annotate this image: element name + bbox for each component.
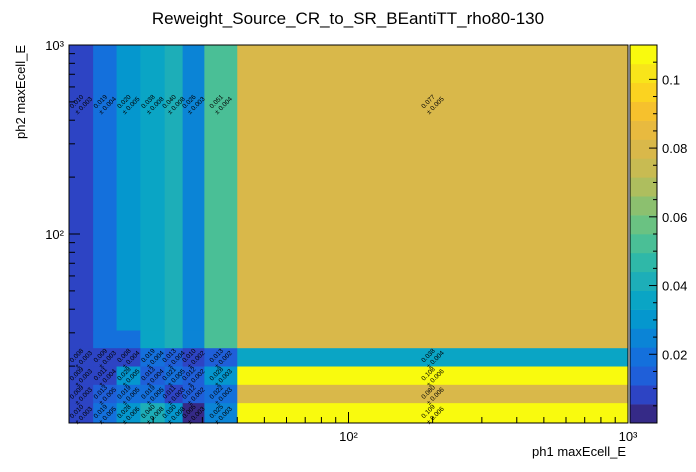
heatmap-cell xyxy=(237,347,629,367)
color-scale-bin xyxy=(630,196,657,216)
heatmap-cells xyxy=(69,45,629,424)
heatmap-cell xyxy=(164,402,184,424)
heatmap-cell xyxy=(164,366,184,385)
color-scale-label: 0.08 xyxy=(662,141,687,156)
color-scale-bin xyxy=(630,63,657,84)
color-scale-bin xyxy=(630,45,657,65)
heatmap-cell xyxy=(69,384,94,404)
heatmap-cell xyxy=(204,402,238,424)
y-axis: 10² 10³ xyxy=(45,38,80,367)
heatmap-cell xyxy=(182,330,205,349)
heatmap-cell xyxy=(116,366,141,385)
heatmap-cell xyxy=(182,366,205,385)
heatmap-cell xyxy=(237,402,629,424)
heatmap-cell xyxy=(93,402,117,424)
heatmap-cell xyxy=(204,347,238,367)
color-scale-bin xyxy=(630,158,657,178)
heatmap-cell xyxy=(204,330,238,349)
heatmap-cell xyxy=(69,366,94,385)
color-scale-label: 0.02 xyxy=(662,347,687,362)
color-scale-bin xyxy=(630,215,657,235)
color-scale-bin xyxy=(630,252,657,273)
color-scale: 0.02 0.04 0.06 0.08 0.1 xyxy=(629,44,687,424)
heatmap-cell xyxy=(164,347,184,367)
heatmap-cell xyxy=(69,347,94,367)
heatmap-cell xyxy=(116,330,141,349)
chart-title: Reweight_Source_CR_to_SR_BEantiTT_rho80-… xyxy=(152,9,544,28)
color-scale-bin xyxy=(630,404,657,424)
heatmap-cell xyxy=(204,384,238,404)
color-scale-bin xyxy=(630,177,657,197)
heatmap-cell xyxy=(140,366,166,385)
color-scale-bin xyxy=(630,366,657,386)
color-scale-bin xyxy=(630,309,657,329)
heatmap-cell xyxy=(237,45,629,331)
color-scale-bin xyxy=(630,347,657,367)
heatmap-cell xyxy=(69,45,94,331)
heatmap-cell xyxy=(182,402,205,424)
heatmap-cell xyxy=(204,366,238,385)
heatmap-cell xyxy=(93,347,117,367)
color-scale-label: 0.04 xyxy=(662,279,687,294)
color-scale-bin xyxy=(630,385,657,405)
heatmap-cell xyxy=(164,45,184,331)
heatmap-cell xyxy=(116,402,141,424)
color-scale-bin xyxy=(630,290,657,310)
heatmap-cell xyxy=(93,384,117,404)
x-tick-label: 10² xyxy=(339,429,358,444)
y-tick-label: 10³ xyxy=(45,38,64,53)
heatmap-cell xyxy=(93,45,117,331)
heatmap-cell xyxy=(69,402,94,424)
color-scale-bin xyxy=(630,328,657,348)
heatmap-cell xyxy=(140,384,166,404)
heatmap-cell xyxy=(116,347,141,367)
heatmap-cell xyxy=(140,45,166,331)
color-scale-bin xyxy=(630,234,657,254)
heatmap-cell xyxy=(116,384,141,404)
heatmap-cell xyxy=(93,366,117,385)
heatmap-cell xyxy=(93,330,117,349)
heatmap-cell xyxy=(182,384,205,404)
heatmap-cell xyxy=(140,330,166,349)
heatmap-cell xyxy=(204,45,238,331)
heatmap-cell xyxy=(116,45,141,331)
x-axis-label: ph1 maxEcell_E xyxy=(532,444,626,459)
heatmap-cell xyxy=(237,330,629,349)
x-tick-label: 10³ xyxy=(619,429,638,444)
color-scale-label: 0.06 xyxy=(662,210,687,225)
color-scale-label: 0.1 xyxy=(662,72,680,87)
heatmap-cell xyxy=(69,330,94,349)
y-axis-label: ph2 maxEcell_E xyxy=(13,45,28,139)
heatmap-cell xyxy=(164,330,184,349)
x-axis: 10² 10³ xyxy=(152,412,638,444)
heatmap-cell xyxy=(237,384,629,404)
heatmap-cell xyxy=(237,366,629,385)
heatmap-cell xyxy=(164,384,184,404)
heatmap-cell xyxy=(140,402,166,424)
color-scale-bin xyxy=(630,82,657,102)
y-tick-label: 10² xyxy=(45,227,64,242)
heatmap-cell xyxy=(182,45,205,331)
color-scale-bin xyxy=(630,139,657,159)
color-scale-bin xyxy=(630,101,657,121)
color-scale-bin xyxy=(630,271,657,291)
color-scale-bin xyxy=(630,120,657,140)
heatmap-cell xyxy=(140,347,166,367)
heatmap-cell xyxy=(182,347,205,367)
